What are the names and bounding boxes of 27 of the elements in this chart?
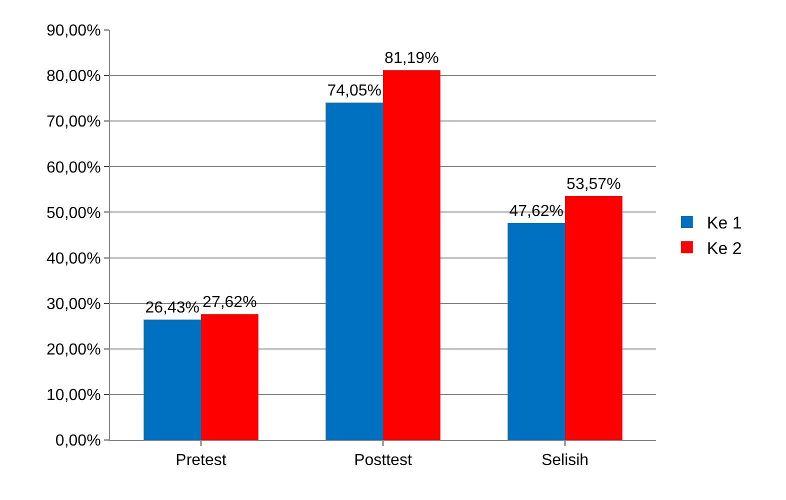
y-tick-label: 50,00%: [46, 204, 101, 222]
bar: [201, 314, 258, 440]
x-tick-label: Selisih: [541, 452, 589, 470]
legend-label: Ke 2: [706, 238, 742, 258]
y-tick-label: 40,00%: [46, 250, 101, 268]
bar: [383, 70, 440, 440]
y-tick-label: 90,00%: [46, 22, 101, 40]
y-tick-label: 0,00%: [55, 432, 101, 450]
bar: [144, 320, 201, 440]
legend-label: Ke 1: [706, 214, 742, 233]
y-tick-label: 30,00%: [46, 296, 101, 313]
x-tick-label: Posttest: [354, 452, 412, 470]
data-label: 81,19%: [384, 50, 439, 68]
y-tick-label: 70,00%: [46, 114, 101, 131]
y-tick-label: 80,00%: [46, 68, 101, 86]
data-label: 27,62%: [202, 294, 257, 312]
bar: [565, 196, 622, 440]
bar: [508, 223, 565, 440]
data-label: 53,57%: [566, 176, 621, 193]
data-label: 47,62%: [509, 203, 564, 220]
y-tick-label: 60,00%: [46, 159, 101, 176]
y-tick-label: 20,00%: [46, 341, 101, 358]
data-label: 26,43%: [145, 300, 200, 317]
bar: [326, 102, 383, 440]
x-tick-label: Pretest: [176, 452, 227, 470]
data-label: 74,05%: [327, 82, 382, 100]
y-tick-label: 10,00%: [46, 387, 101, 404]
